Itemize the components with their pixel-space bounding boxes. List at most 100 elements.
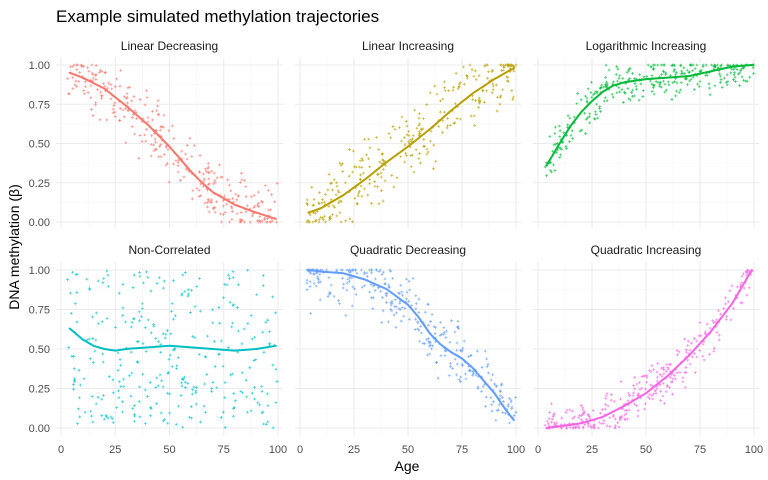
- data-point: [223, 396, 227, 400]
- data-point: [404, 119, 408, 123]
- data-point: [633, 387, 637, 391]
- data-point: [611, 95, 615, 99]
- data-point: [735, 68, 739, 71]
- data-point: [621, 76, 625, 80]
- data-point: [400, 293, 404, 297]
- data-point: [339, 163, 343, 167]
- data-point: [105, 415, 108, 419]
- data-point: [593, 426, 597, 430]
- data-point: [217, 163, 221, 167]
- data-point: [670, 64, 674, 68]
- data-point: [350, 268, 354, 272]
- data-point: [577, 416, 581, 420]
- data-point: [446, 117, 450, 120]
- data-point: [720, 85, 724, 89]
- data-point: [243, 179, 246, 182]
- data-point: [141, 342, 145, 346]
- data-point: [379, 171, 383, 175]
- data-point: [722, 307, 726, 310]
- data-point: [177, 158, 180, 162]
- data-point: [603, 407, 607, 411]
- trend-line: [68, 71, 277, 220]
- data-point: [185, 157, 189, 161]
- data-point: [407, 129, 411, 133]
- data-point: [218, 321, 222, 325]
- data-point: [104, 413, 108, 417]
- data-point: [714, 320, 718, 324]
- data-point: [636, 409, 640, 412]
- y-tick-label: 1.00: [29, 265, 50, 277]
- data-point: [159, 411, 163, 415]
- data-point: [411, 137, 414, 141]
- data-point: [77, 368, 81, 372]
- data-point: [77, 79, 81, 83]
- data-point: [268, 342, 271, 345]
- data-point: [331, 188, 335, 192]
- data-point: [161, 332, 165, 336]
- data-point: [358, 189, 361, 193]
- data-point: [333, 205, 336, 209]
- data-point: [226, 346, 230, 349]
- data-point: [686, 344, 690, 348]
- data-point: [318, 191, 321, 195]
- data-point: [231, 304, 235, 308]
- data-point: [158, 144, 161, 148]
- data-point: [391, 276, 395, 280]
- data-point: [695, 63, 699, 67]
- data-point: [698, 70, 702, 73]
- data-point: [637, 98, 641, 102]
- data-point: [724, 81, 728, 84]
- data-point: [130, 125, 134, 128]
- data-point: [729, 318, 733, 322]
- data-point: [464, 377, 468, 381]
- data-point: [420, 331, 423, 335]
- data-point: [705, 322, 709, 326]
- data-point: [356, 194, 360, 198]
- data-point: [187, 292, 191, 296]
- data-point: [263, 218, 266, 221]
- data-point: [328, 215, 332, 219]
- data-point: [399, 283, 403, 287]
- data-point: [447, 374, 451, 378]
- data-point: [650, 90, 654, 93]
- data-point: [617, 76, 621, 80]
- data-point: [91, 76, 95, 80]
- data-point: [653, 389, 657, 393]
- data-point: [670, 380, 674, 384]
- data-point: [747, 286, 751, 290]
- data-point: [548, 410, 552, 414]
- data-point: [101, 281, 105, 285]
- data-point: [323, 214, 326, 218]
- data-point: [240, 342, 244, 346]
- data-point: [639, 82, 643, 86]
- data-point: [608, 416, 612, 420]
- data-point: [266, 318, 270, 322]
- facet-panel-non-correlated: Non-Correlated 0.00 0.25 0.50 0.75 1.00 0 25 50 7…: [29, 243, 288, 456]
- data-point: [596, 116, 600, 120]
- data-point: [643, 402, 647, 406]
- data-point: [193, 144, 196, 147]
- data-point: [206, 183, 210, 187]
- data-point: [324, 220, 327, 224]
- data-point: [354, 165, 358, 169]
- data-point: [675, 81, 679, 85]
- data-point: [70, 354, 74, 358]
- data-point: [228, 220, 231, 224]
- data-point: [633, 82, 637, 85]
- data-point: [184, 152, 188, 156]
- data-point: [608, 425, 612, 428]
- data-point: [414, 148, 418, 152]
- data-point: [708, 326, 712, 330]
- data-point: [235, 212, 239, 216]
- data-point: [183, 380, 187, 384]
- data-point: [678, 371, 682, 374]
- data-point: [414, 294, 418, 298]
- data-point: [121, 306, 125, 310]
- data-point: [671, 392, 674, 396]
- data-point: [119, 363, 123, 367]
- data-point: [417, 328, 421, 332]
- y-tick-label: 0.50: [29, 344, 50, 356]
- data-point: [419, 161, 422, 165]
- data-point: [242, 327, 246, 331]
- data-point: [252, 359, 256, 362]
